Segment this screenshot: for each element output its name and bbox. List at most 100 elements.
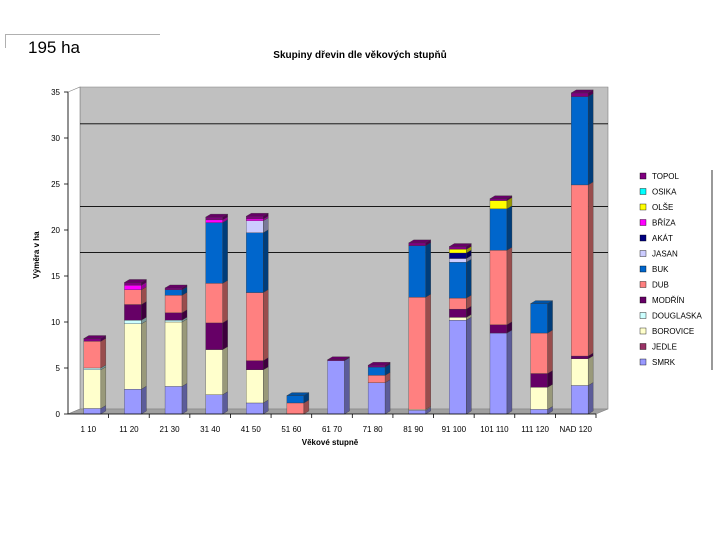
y-tick-label: 5: [56, 364, 61, 373]
x-tick-label: NAD 120: [559, 425, 592, 434]
bar-segment: [449, 317, 467, 321]
bar-segment: [367, 365, 386, 368]
bar-segment: [246, 402, 264, 415]
bar-segment: [327, 360, 345, 415]
bar-segment: [205, 322, 223, 350]
bar-segment: [530, 332, 548, 374]
bar-segment-side: [344, 357, 350, 415]
chart-title: Skupiny dřevin dle věkových stupňů: [273, 49, 446, 61]
legend-swatch: [639, 172, 647, 180]
bar-segment: [449, 297, 467, 310]
legend-swatch: [639, 188, 647, 195]
bar-segment: [408, 245, 426, 298]
bar-segment: [83, 369, 101, 409]
bar-segment: [205, 283, 223, 324]
x-tick-label: 11 20: [119, 425, 139, 434]
bar-segment: [286, 395, 305, 404]
legend-label: BOROVICE: [652, 327, 694, 336]
bar-segment: [246, 369, 264, 404]
bar-segment-side: [181, 383, 188, 415]
bar-segment: [408, 410, 426, 415]
y-tick-label: 15: [51, 272, 60, 281]
bar-segment: [124, 285, 142, 290]
bar-top: [408, 239, 432, 244]
bar-segment: [246, 232, 264, 293]
legend-label: SMRK: [652, 358, 676, 367]
legend-swatch: [639, 250, 647, 257]
bar-segment: [286, 402, 305, 415]
bar-segment: [530, 409, 548, 415]
bar-segment: [83, 367, 101, 370]
legend-swatch: [639, 203, 647, 211]
bar-segment: [164, 312, 183, 321]
bar-top: [286, 392, 310, 396]
legend-label: BUK: [652, 265, 669, 274]
y-tick-label: 35: [51, 88, 60, 97]
bar-segment-side: [547, 300, 553, 334]
bar-segment-side: [141, 320, 147, 390]
bar-segment: [408, 242, 426, 246]
bar-segment: [489, 198, 508, 201]
bar-top: [245, 213, 269, 217]
bar-segment: [489, 332, 508, 415]
y-axis-label: Výměra v ha: [32, 231, 41, 279]
gridlines: [80, 123, 608, 254]
bar-segment: [164, 287, 183, 290]
bar-top: [123, 279, 147, 283]
bar-segment-side: [222, 391, 228, 415]
bar-top: [530, 300, 554, 304]
legend-label: BŘÍZA: [652, 219, 676, 228]
bar-segment: [449, 252, 467, 259]
bar-segment-side: [181, 292, 188, 314]
bar-segment: [246, 292, 264, 361]
bar-segment: [571, 385, 589, 415]
bar-segment: [530, 373, 548, 388]
y-axis-ticks: 0 5 10 15 20 25 30 35: [51, 88, 69, 419]
bar-segment: [83, 408, 101, 415]
legend-label: AKÁT: [652, 234, 673, 243]
bar-segment: [246, 216, 264, 220]
legend-swatch: [639, 281, 647, 288]
bar-segment: [83, 338, 101, 342]
bar-segment: [449, 249, 467, 254]
legend-swatch: [639, 358, 647, 366]
bar-segment: [571, 358, 589, 386]
bar-segment-side: [222, 219, 228, 284]
bar-segment: [489, 208, 508, 251]
bars: [83, 89, 594, 415]
bar-segment: [164, 320, 183, 323]
y-tick-label: 30: [51, 134, 60, 143]
bar-segment: [408, 297, 426, 410]
bar-top: [367, 362, 391, 366]
bar-segment: [571, 96, 589, 186]
bar-segment: [83, 341, 101, 369]
bar-segment: [246, 360, 264, 370]
bar-segment: [449, 262, 467, 299]
bar-segment: [164, 386, 183, 415]
bar-top: [448, 243, 472, 247]
side-wall: [67, 86, 81, 415]
area-label: 195 ha: [28, 38, 80, 57]
area-label-border-top: [5, 34, 160, 35]
legend-swatch: [639, 296, 647, 304]
bar-segment: [205, 394, 223, 415]
bar-segment: [205, 216, 223, 221]
legend-swatch: [639, 219, 647, 226]
bar-segment-side: [547, 384, 553, 410]
x-tick-label: 31 40: [200, 425, 221, 434]
legend-label: DUB: [652, 281, 669, 290]
bar-segment-side: [547, 329, 553, 374]
bar-segment-side: [100, 366, 106, 409]
area-label-border-left: [5, 34, 6, 48]
x-tick-label: 101 110: [480, 425, 509, 434]
x-tick-label: 21 30: [160, 425, 181, 434]
legend-label: MODŘÍN: [652, 296, 685, 305]
bar-segment-side: [588, 93, 594, 186]
bar-segment: [367, 382, 386, 415]
legend-label: JEDLE: [652, 343, 677, 352]
x-axis-ticks: 1 10 11 20 21 30 31 40 41 50 51 60 61 70 71 80 8…: [68, 413, 597, 434]
bar-top: [489, 195, 513, 199]
x-tick-label: 111 120: [521, 425, 549, 434]
x-tick-label: 71 80: [363, 425, 384, 434]
